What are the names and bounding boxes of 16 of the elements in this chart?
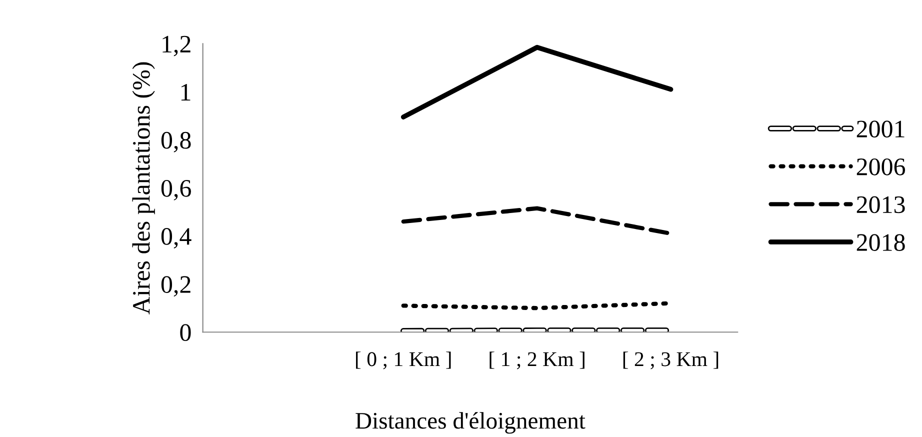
- legend-label: 2001: [856, 120, 904, 138]
- y-tick-label: 0,2: [161, 276, 190, 297]
- legend-label: 2018: [856, 234, 905, 251]
- y-tick-label: 0,8: [161, 132, 191, 152]
- legend-label: 2013: [856, 196, 905, 214]
- x-axis-title: Distances d'éloignement: [356, 412, 586, 434]
- y-tick-label: 0: [180, 324, 191, 342]
- y-tick-label: 0,4: [161, 228, 192, 248]
- legend-label: 2006: [856, 158, 906, 176]
- y-axis-title: Aires des plantations (%): [132, 62, 155, 314]
- y-tick-label: 1: [181, 84, 190, 100]
- x-tick-label: [ 1 ; 2 Km ]: [490, 352, 584, 370]
- x-tick-label: [ 0 ; 1 Km ]: [356, 352, 451, 370]
- x-tick-label: [ 2 ; 3 Km ]: [623, 352, 718, 370]
- y-tick-label: 0,6: [161, 180, 191, 200]
- y-tick-label: 1,2: [162, 36, 190, 56]
